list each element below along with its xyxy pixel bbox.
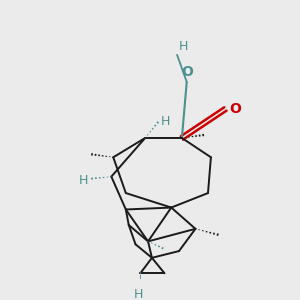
Text: H: H (160, 115, 170, 128)
Text: H: H (134, 288, 144, 300)
Text: O: O (229, 102, 241, 116)
Text: O: O (181, 65, 193, 79)
Text: H: H (178, 40, 188, 53)
Text: H: H (79, 174, 88, 187)
